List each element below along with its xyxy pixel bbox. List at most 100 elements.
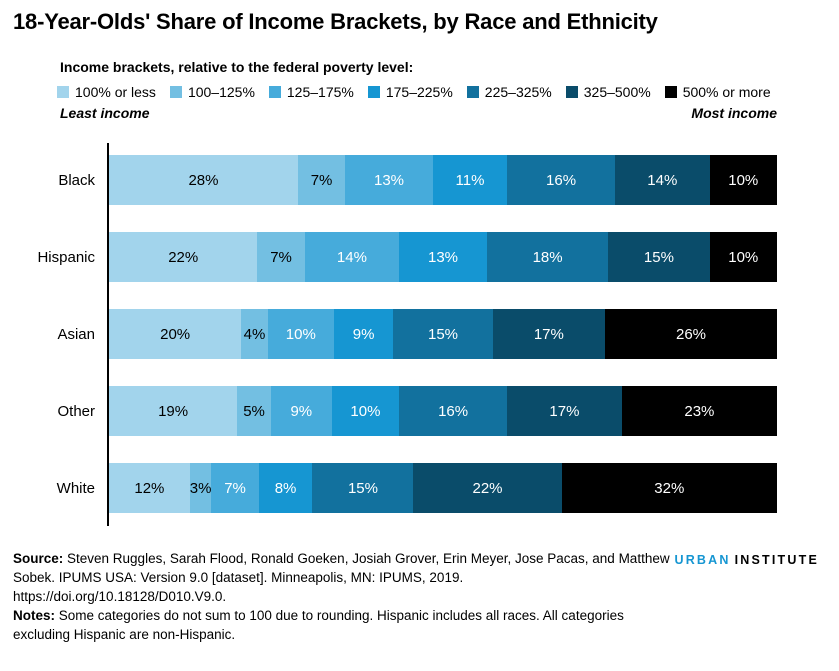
bar-segment: 14% — [615, 155, 710, 205]
legend-swatch-icon — [565, 86, 578, 98]
bar-segment: 9% — [333, 309, 394, 359]
legend-item: 225–325% — [466, 84, 552, 100]
segment-value-label: 10% — [285, 325, 316, 343]
bar-segment: 14% — [304, 232, 400, 282]
bar-segment: 13% — [345, 155, 433, 205]
category-label: Hispanic — [37, 248, 95, 266]
notes-label: Notes: — [13, 608, 56, 623]
footer-notes: Source: Steven Ruggles, Sarah Flood, Ron… — [13, 549, 674, 644]
stacked-bar-chart: Black 28% 7% 13% 11% 16% 14% 10% Hispanic 22% 7% 14… — [37, 143, 777, 526]
segment-value-label: 23% — [684, 402, 715, 420]
bar-segment: 15% — [312, 463, 414, 513]
segment-value-label: 12% — [134, 479, 165, 497]
legend-swatch-icon — [367, 86, 380, 98]
bar-segment: 10% — [709, 155, 777, 205]
segment-value-label: 5% — [243, 402, 265, 420]
segment-value-label: 14% — [647, 171, 678, 189]
bar-segment: 10% — [709, 232, 777, 282]
segment-value-label: 16% — [438, 402, 469, 420]
bar-row: Asian 20% 4% 10% 9% 15% 17% 26% — [57, 309, 777, 359]
bar-segment: 17% — [492, 309, 606, 359]
legend-swatch-icon — [664, 86, 677, 98]
segment-value-label: 13% — [374, 171, 405, 189]
bar-segment: 3% — [189, 463, 212, 513]
footer: Source: Steven Ruggles, Sarah Flood, Ron… — [13, 549, 819, 644]
segment-value-label: 14% — [336, 248, 367, 266]
legend: Income brackets, relative to the federal… — [0, 59, 839, 121]
bar-segment: 8% — [258, 463, 313, 513]
legend-swatch-icon — [57, 86, 69, 98]
legend-swatch-icon — [466, 86, 479, 98]
segment-value-label: 4% — [243, 325, 266, 343]
legend-item-label: 175–225% — [385, 84, 453, 100]
bar-segment: 20% — [109, 309, 242, 359]
segment-value-label: 13% — [427, 248, 459, 266]
bar-segment: 28% — [109, 155, 298, 205]
legend-items: 100% or less 100–125% 125–175% 175–225% 225–… — [57, 84, 839, 100]
segment-value-label: 22% — [168, 248, 199, 266]
segment-value-label: 9% — [352, 325, 375, 343]
legend-item-label: 100% or less — [75, 84, 156, 100]
category-label: Other — [57, 402, 95, 420]
source-text: Steven Ruggles, Sarah Flood, Ronald Goek… — [13, 551, 670, 604]
segment-value-label: 20% — [160, 325, 191, 343]
legend-swatch-icon — [268, 86, 281, 98]
bar-segment: 15% — [393, 309, 493, 359]
bar-segment: 19% — [109, 386, 238, 436]
segment-value-label: 15% — [427, 325, 459, 343]
segment-value-label: 10% — [728, 171, 759, 189]
segment-value-label: 10% — [728, 248, 759, 266]
segment-value-label: 32% — [654, 479, 685, 497]
segment-value-label: 18% — [532, 248, 563, 266]
bar-segment: 4% — [241, 309, 268, 359]
bar-row: Hispanic 22% 7% 14% 13% 18% 15% 10% — [37, 232, 777, 282]
segment-value-label: 7% — [310, 171, 333, 189]
legend-item: 175–225% — [367, 84, 453, 100]
bar-segment: 22% — [413, 463, 562, 513]
segment-value-label: 22% — [472, 479, 503, 497]
segment-value-label: 15% — [347, 479, 378, 497]
bar-segment: 12% — [109, 463, 190, 513]
bar-segment: 17% — [507, 386, 622, 436]
bar-segment: 10% — [267, 309, 334, 359]
bar-segment: 9% — [270, 386, 332, 436]
bar-segment: 15% — [608, 232, 710, 282]
bar-row: White 12% 3% 7% 8% 15% 22% 32% — [57, 463, 777, 513]
bar-segment: 18% — [486, 232, 609, 282]
bar-segment: 26% — [605, 309, 777, 359]
segment-value-label: 8% — [274, 479, 297, 497]
least-income-label: Least income — [60, 105, 150, 121]
legend-item: 125–175% — [268, 84, 354, 100]
urban-institute-logo: URBAN INSTITUTE — [674, 553, 819, 567]
legend-item-label: 500% or more — [682, 84, 771, 100]
segment-value-label: 17% — [549, 402, 580, 420]
legend-item: 500% or more — [664, 84, 771, 100]
logo-institute: INSTITUTE — [734, 553, 819, 567]
bar-segment: 22% — [109, 232, 258, 282]
notes-text: Some categories do not sum to 100 due to… — [13, 608, 624, 642]
legend-item: 100% or less — [57, 84, 156, 100]
legend-swatch-icon — [169, 86, 182, 98]
segment-value-label: 19% — [158, 402, 189, 420]
legend-title: Income brackets, relative to the federal… — [60, 59, 414, 75]
segment-value-label: 7% — [224, 479, 246, 497]
legend-item: 325–500% — [565, 84, 651, 100]
legend-item: 100–125% — [169, 84, 255, 100]
category-label: Asian — [57, 325, 95, 343]
segment-value-label: 16% — [546, 171, 577, 189]
segment-value-label: 3% — [189, 479, 212, 497]
legend-item-label: 225–325% — [484, 84, 552, 100]
segment-value-label: 28% — [188, 171, 219, 189]
bar-segment: 7% — [297, 155, 346, 205]
segment-value-label: 15% — [643, 248, 674, 266]
bar-segment: 16% — [399, 386, 508, 436]
category-label: White — [56, 479, 95, 497]
segment-value-label: 26% — [676, 325, 707, 343]
bar-segment: 7% — [257, 232, 305, 282]
segment-value-label: 9% — [290, 402, 313, 420]
segment-value-label: 10% — [350, 402, 381, 420]
bar-segment: 10% — [331, 386, 400, 436]
income-extremes-row: Least income Most income — [60, 105, 777, 121]
segment-value-label: 17% — [533, 325, 564, 343]
